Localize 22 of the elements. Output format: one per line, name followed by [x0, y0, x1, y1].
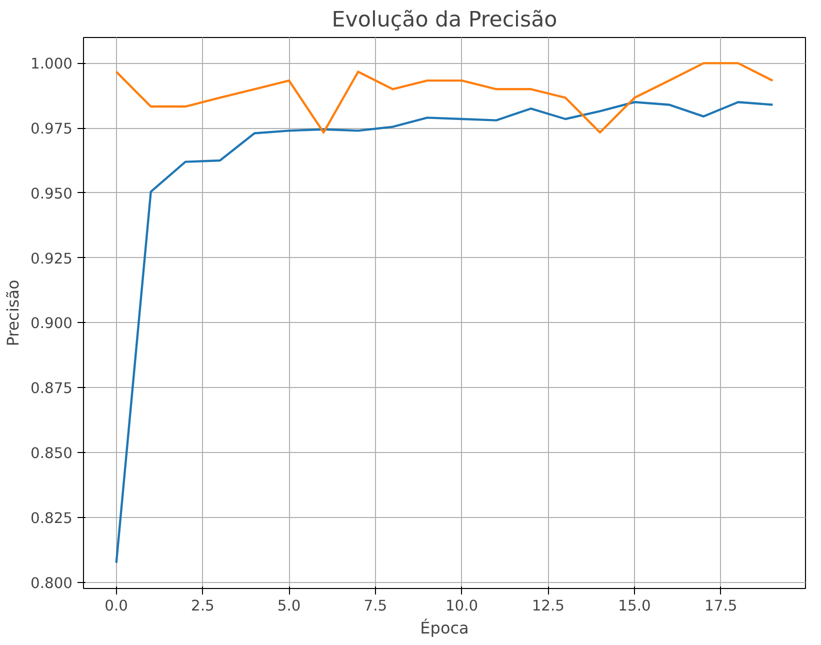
y-tick-label: 1.000 — [30, 56, 73, 73]
x-tick-label: 5.0 — [277, 598, 301, 614]
y-axis-title: Precisão — [4, 280, 23, 346]
line-series — [115, 101, 774, 564]
y-tick-label: 0.875 — [30, 380, 73, 398]
x-tick-label: 17.5 — [704, 598, 738, 614]
y-tick-label: 0.850 — [30, 445, 73, 462]
x-tick-label: 0.0 — [104, 598, 128, 614]
y-tick-label: 0.800 — [30, 574, 73, 592]
y-tick-label: 0.825 — [30, 510, 73, 527]
x-tick-label: 7.5 — [364, 598, 388, 614]
y-tick-label: 0.975 — [30, 120, 73, 138]
x-axis-title: Época — [420, 618, 469, 638]
y-tick-label: 0.950 — [30, 185, 73, 202]
x-tick-label: 10.0 — [445, 598, 478, 614]
x-tick-label: 2.5 — [191, 598, 214, 614]
y-tick-label: 0.925 — [30, 250, 73, 268]
line-series — [115, 62, 774, 134]
x-tick-label: 12.5 — [532, 598, 564, 614]
chart-title: Evolução da Precisão — [332, 8, 558, 32]
y-tick-label: 0.900 — [30, 315, 73, 332]
x-tick-label: 15.0 — [618, 598, 651, 614]
